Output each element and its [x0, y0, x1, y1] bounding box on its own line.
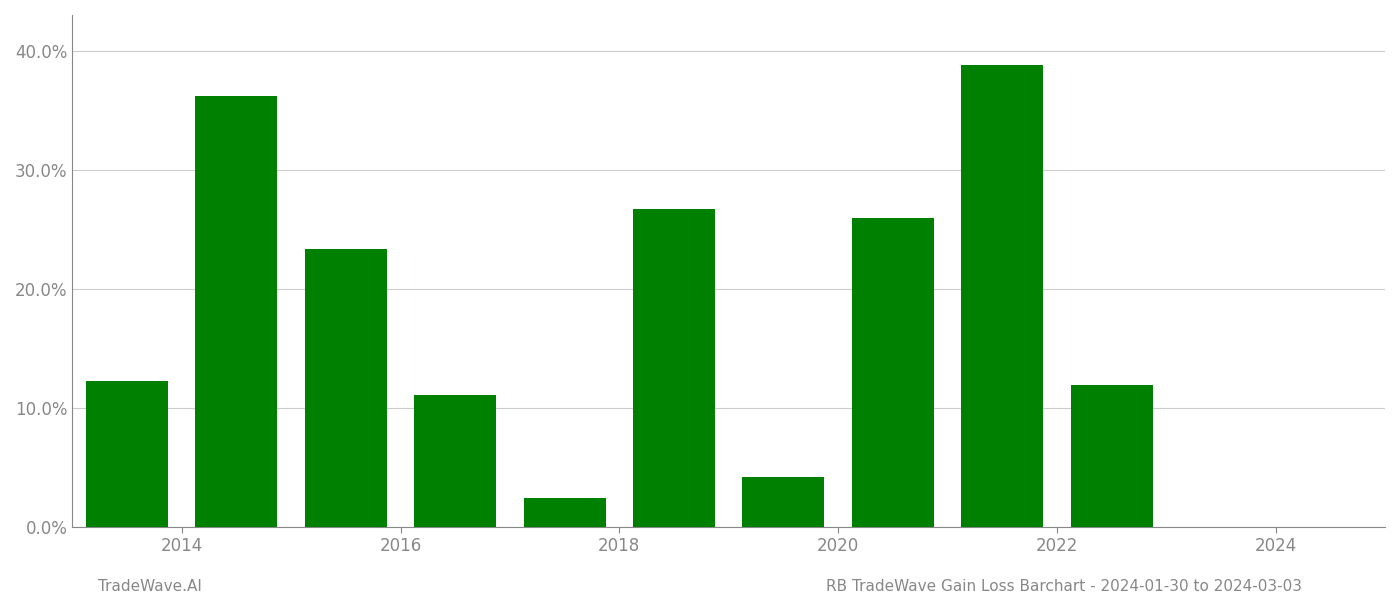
Bar	[85, 382, 168, 527]
Bar	[742, 476, 825, 527]
Bar	[633, 209, 715, 527]
Bar	[305, 250, 386, 527]
Text: RB TradeWave Gain Loss Barchart - 2024-01-30 to 2024-03-03: RB TradeWave Gain Loss Barchart - 2024-0…	[826, 579, 1302, 594]
Bar	[414, 395, 496, 527]
Bar	[851, 218, 934, 527]
Bar	[1071, 385, 1152, 527]
Text: TradeWave.AI: TradeWave.AI	[98, 579, 202, 594]
Bar	[196, 96, 277, 527]
Bar	[962, 65, 1043, 527]
Bar	[524, 498, 606, 527]
